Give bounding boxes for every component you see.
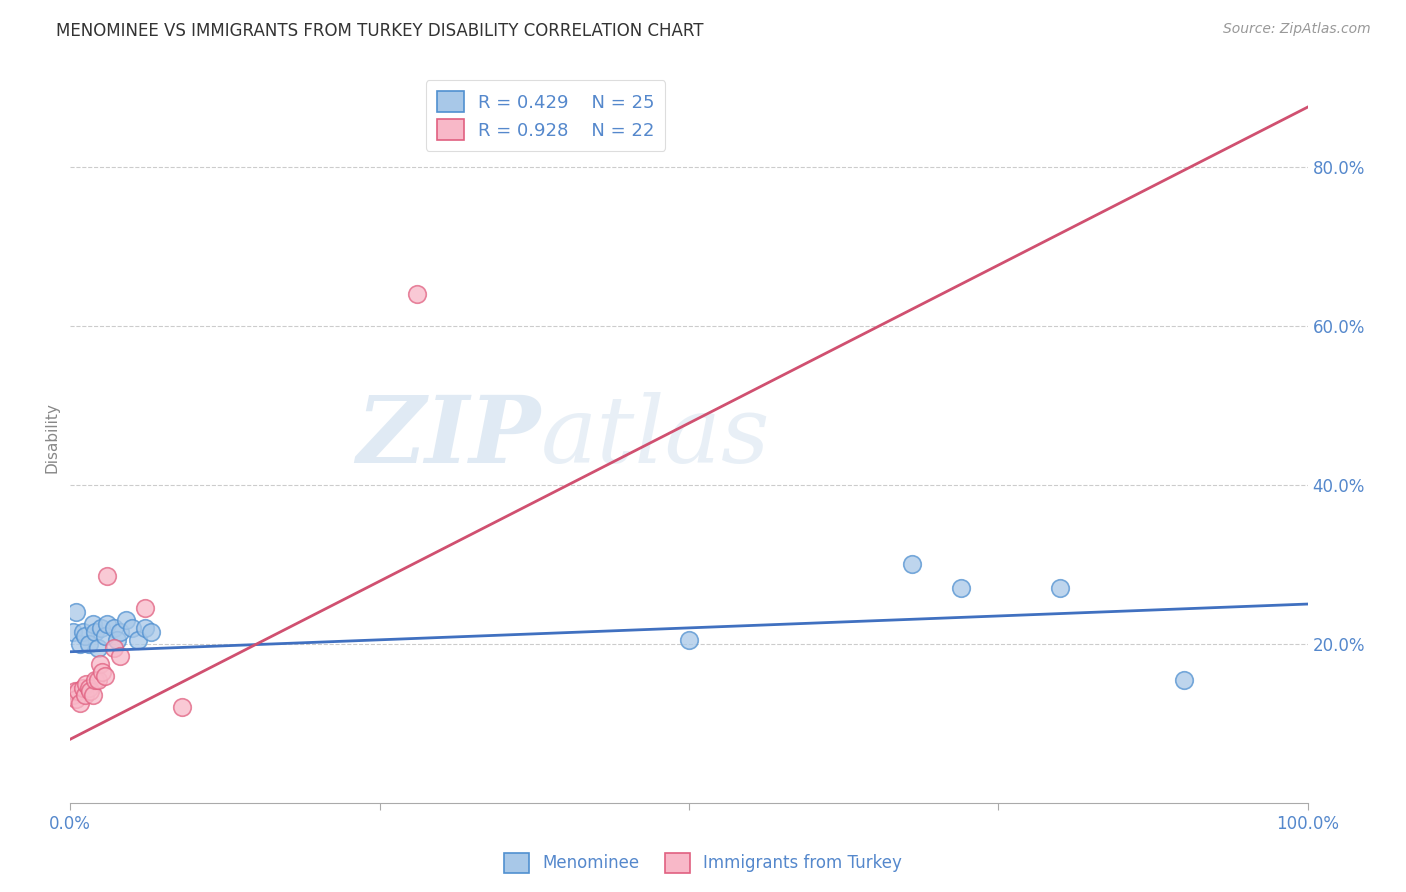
- Point: [134, 601, 156, 615]
- Point: [170, 700, 193, 714]
- Legend: Menominee, Immigrants from Turkey: Menominee, Immigrants from Turkey: [498, 847, 908, 880]
- Point: [66, 684, 89, 698]
- Y-axis label: Disability: Disability: [44, 401, 59, 473]
- Point: [89, 657, 111, 671]
- Text: Source: ZipAtlas.com: Source: ZipAtlas.com: [1223, 22, 1371, 37]
- Point: [405, 287, 427, 301]
- Point: [77, 637, 100, 651]
- Text: MENOMINEE VS IMMIGRANTS FROM TURKEY DISABILITY CORRELATION CHART: MENOMINEE VS IMMIGRANTS FROM TURKEY DISA…: [56, 22, 704, 40]
- Point: [77, 681, 100, 695]
- Point: [91, 665, 114, 679]
- Point: [105, 632, 128, 647]
- Point: [94, 629, 117, 643]
- Point: [62, 624, 84, 639]
- Point: [1049, 581, 1071, 595]
- Point: [75, 629, 97, 643]
- Point: [72, 681, 94, 695]
- Point: [900, 558, 922, 572]
- Point: [115, 613, 138, 627]
- Point: [86, 673, 108, 687]
- Point: [69, 697, 91, 711]
- Point: [69, 637, 91, 651]
- Point: [82, 616, 104, 631]
- Point: [121, 621, 143, 635]
- Point: [139, 624, 162, 639]
- Point: [75, 689, 97, 703]
- Point: [90, 621, 112, 635]
- Point: [65, 692, 87, 706]
- Text: ZIP: ZIP: [356, 392, 540, 482]
- Point: [127, 632, 149, 647]
- Point: [108, 648, 131, 663]
- Point: [84, 673, 107, 687]
- Point: [94, 668, 117, 682]
- Point: [65, 684, 87, 698]
- Point: [65, 605, 87, 619]
- Point: [75, 676, 97, 690]
- Point: [82, 689, 104, 703]
- Text: atlas: atlas: [540, 392, 770, 482]
- Legend: R = 0.429    N = 25, R = 0.928    N = 22: R = 0.429 N = 25, R = 0.928 N = 22: [426, 80, 665, 151]
- Point: [79, 684, 101, 698]
- Point: [62, 689, 84, 703]
- Point: [950, 581, 973, 595]
- Point: [84, 624, 107, 639]
- Point: [108, 624, 131, 639]
- Point: [134, 621, 156, 635]
- Point: [103, 640, 125, 655]
- Point: [86, 640, 108, 655]
- Point: [72, 624, 94, 639]
- Point: [678, 632, 700, 647]
- Point: [1173, 673, 1195, 687]
- Point: [96, 616, 118, 631]
- Point: [96, 569, 118, 583]
- Point: [103, 621, 125, 635]
